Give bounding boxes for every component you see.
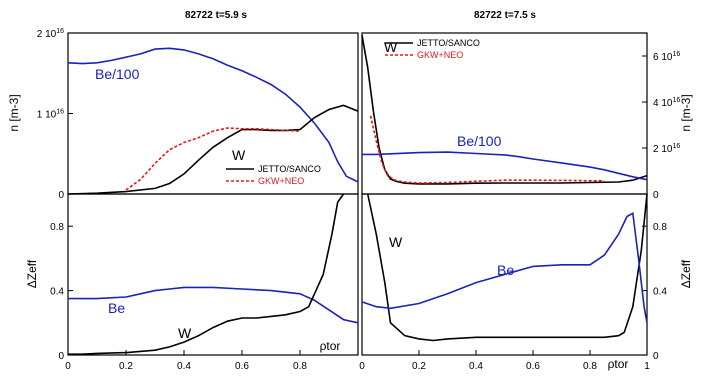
xtick-label: 0.6 [526,361,540,372]
ylabel-density-text-right: n [m-3] [679,94,693,131]
ytick-label: 1 1016 [37,109,64,121]
annotation-label: W [178,325,192,341]
annotation-label: Be/100 [95,66,140,82]
legend-entry: GKW+NEO [258,176,304,186]
annotation-label: W [389,234,403,250]
series-line-w [68,193,345,355]
ytick-exponent: 16 [672,143,680,150]
xtick-label: 0.8 [293,361,307,372]
series-line-be-100 [67,47,359,183]
series-line-w [366,193,648,342]
xtick-label: 1 [644,361,650,372]
panel-bottom-right-frame [361,193,648,356]
xtick-label: 0.4 [469,361,483,372]
ytick-label: 2 1016 [37,28,64,40]
panel-bottom-left-frame [67,193,359,356]
ytick-label: 0.8 [50,222,64,233]
ytick-label: 4 1016 [653,97,680,109]
xtick-label: 0.2 [119,361,133,372]
ylabel-top-right: n [m-3] [679,94,693,131]
ylabel-top-left: n [m-3] [7,94,21,131]
ytick-label: 2 1016 [653,143,680,155]
title-right: 82722 t=7.5 s [474,10,536,21]
annotation-label: Be/100 [457,133,502,149]
ytick-label: 0 [653,190,659,201]
ytick-exponent: 16 [672,51,680,58]
series-line-be [361,212,648,323]
series-line-gkw-neo [369,115,605,184]
ytick-exponent: 16 [56,109,64,116]
ylabel-bottom-right: ΔZeff [679,259,693,288]
annotation-label: Be [497,262,514,278]
ytick-exponent: 16 [56,28,64,35]
legend-entry: JETTO/SANCO [258,164,321,174]
legend-entry: GKW+NEO [417,50,463,60]
series-line-be-100 [362,151,648,181]
xlabel-right: ρtor [608,357,629,371]
ytick-exponent: 16 [672,97,680,104]
ylabel-bottom-left: ΔZeff [25,259,39,288]
annotation-label: W [384,39,398,55]
annotation-label: W [232,147,246,163]
xtick-label: 0.4 [177,361,191,372]
series-line-be [68,286,359,324]
ylabel-density-text: n [m-3] [7,94,21,131]
xtick-label: 0.6 [235,361,249,372]
ytick-label: 6 1016 [653,51,680,63]
ytick-label: 0 [58,351,64,362]
ytick-label: 0 [58,190,64,201]
xtick-label: 0 [359,361,365,372]
ytick-label: 0.4 [653,287,667,298]
annotation-label: Be [108,300,125,316]
xlabel-left: ρtor [320,339,341,353]
ytick-label: 0.8 [653,222,667,233]
series-line-gkw-neo [125,127,301,191]
xtick-label: 0 [65,361,71,372]
series-line-jetto-sanco [67,104,359,195]
title-left: 82722 t=5.9 s [185,10,247,21]
xtick-label: 0.2 [412,361,426,372]
series-line-jetto-sanco [361,35,648,185]
xtick-label: 0.8 [583,361,597,372]
ytick-label: 0.4 [50,287,64,298]
ytick-label: 0 [653,351,659,362]
legend-entry: JETTO/SANCO [417,38,480,48]
